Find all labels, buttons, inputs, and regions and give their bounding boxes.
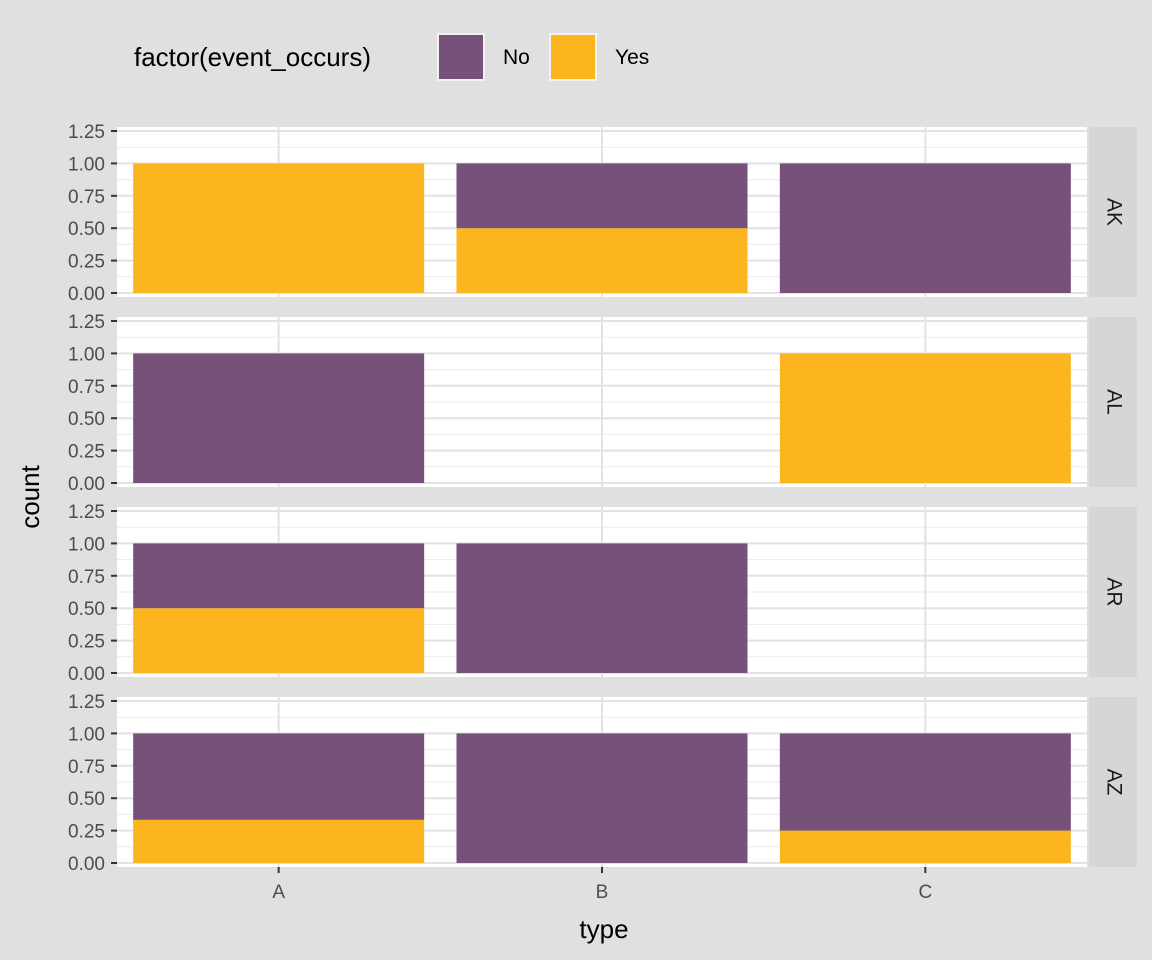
- y-tick-label: 1.25: [68, 122, 105, 143]
- y-tick-label: 1.00: [68, 534, 105, 555]
- y-tick-label: 0.50: [68, 599, 105, 620]
- y-tick-label: 0.50: [68, 219, 105, 240]
- legend-title: factor(event_occurs): [134, 42, 371, 72]
- legend-swatch-yes: [551, 35, 595, 79]
- bar-ak-a-yes: [133, 163, 425, 293]
- y-tick-label: 0.00: [68, 854, 105, 875]
- y-tick-label: 1.00: [68, 154, 105, 175]
- facet-strip-label: AZ: [1102, 769, 1125, 796]
- bar-ar-a-yes: [133, 608, 425, 673]
- y-tick-label: 0.25: [68, 822, 105, 843]
- y-tick-label: 1.25: [68, 502, 105, 523]
- x-tick-label-c: C: [918, 882, 932, 903]
- y-tick-label: 0.50: [68, 789, 105, 810]
- bar-ak-b-yes: [456, 228, 748, 293]
- bar-ak-b-no: [456, 163, 748, 229]
- facet-strip-label: AR: [1102, 577, 1125, 606]
- y-axis-title: count: [15, 464, 45, 528]
- x-axis-title: type: [579, 914, 628, 944]
- y-tick-label: 1.00: [68, 724, 105, 745]
- facet-strip: [1089, 507, 1137, 677]
- y-tick-label: 1.25: [68, 692, 105, 713]
- bar-az-a-no: [133, 733, 425, 820]
- x-tick-label-b: B: [596, 882, 609, 903]
- y-tick-label: 0.00: [68, 664, 105, 685]
- facet-panel-ar: 0.00 0.25 0.50 0.75 1.00 1.25 AR: [68, 502, 1137, 685]
- facet-strip-label: AK: [1102, 198, 1125, 226]
- bar-al-a-no: [133, 353, 425, 483]
- y-tick-label: 0.25: [68, 252, 105, 273]
- x-axis: A B C: [272, 867, 932, 903]
- bar-ak-c-no: [779, 163, 1071, 293]
- x-tick-label-a: A: [272, 882, 285, 903]
- bar-az-c-no: [779, 733, 1071, 831]
- facet-strip-label: AL: [1102, 389, 1125, 415]
- legend-label-yes: Yes: [615, 46, 649, 69]
- y-tick-label: 0.25: [68, 442, 105, 463]
- y-tick-label: 0.00: [68, 474, 105, 495]
- y-tick-label: 0.00: [68, 284, 105, 305]
- facet-strip: [1089, 317, 1137, 487]
- legend-label-no: No: [503, 46, 530, 69]
- legend-swatch-no: [439, 35, 483, 79]
- bar-az-a-yes: [133, 819, 425, 863]
- facet-panel-ak: 0.00 0.25 0.50 0.75 1.00 1.25 AK: [68, 122, 1137, 305]
- bar-ar-a-no: [133, 543, 425, 609]
- bar-az-c-yes: [779, 830, 1071, 863]
- bar-ar-b-no: [456, 543, 748, 673]
- y-tick-label: 0.75: [68, 187, 105, 208]
- y-tick-label: 0.50: [68, 409, 105, 430]
- y-tick-label: 0.75: [68, 757, 105, 778]
- facet-panel-al: 0.00 0.25 0.50 0.75 1.00 1.25 AL: [68, 312, 1137, 495]
- y-tick-label: 1.00: [68, 344, 105, 365]
- facet-strip: [1089, 127, 1137, 297]
- legend: factor(event_occurs) No Yes: [134, 33, 649, 81]
- y-tick-label: 0.25: [68, 632, 105, 653]
- facet-strip: [1089, 697, 1137, 867]
- facet-panel-az: 0.00 0.25 0.50 0.75 1.00 1.25 AZ: [68, 692, 1137, 875]
- y-tick-label: 0.75: [68, 377, 105, 398]
- facet-panels: 0.000.250.500.751.001.25AK0.000.250.500.…: [68, 122, 1137, 875]
- y-tick-label: 0.75: [68, 567, 105, 588]
- bar-al-c-yes: [779, 353, 1071, 483]
- bar-az-b-no: [456, 733, 748, 863]
- y-tick-label: 1.25: [68, 312, 105, 333]
